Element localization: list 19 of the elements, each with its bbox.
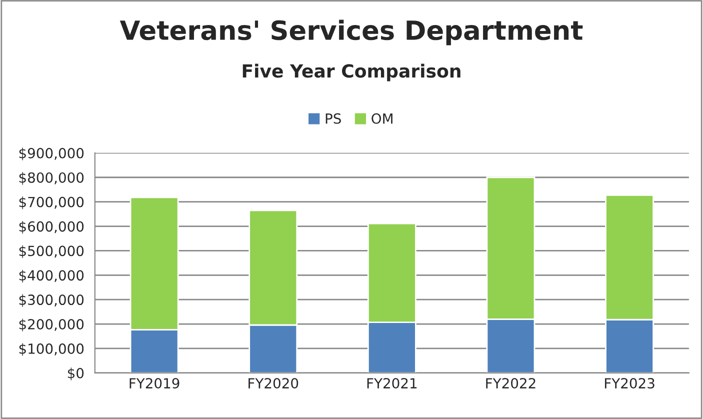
y-tick-label: $700,000 xyxy=(19,196,84,210)
y-tick-label: $500,000 xyxy=(19,245,84,258)
y-tick-label: $300,000 xyxy=(19,294,84,307)
x-tick-label: FY2022 xyxy=(486,378,536,389)
x-tick-label: FY2023 xyxy=(604,378,654,389)
legend-label: PS xyxy=(326,113,341,124)
y-tick-label: $100,000 xyxy=(19,343,84,356)
y-tick-label: $0 xyxy=(68,368,84,380)
x-tick-label: FY2021 xyxy=(367,378,417,389)
y-tick-label: $800,000 xyxy=(19,172,84,185)
chart-subtitle: Five Year Comparison xyxy=(242,64,460,82)
y-tick-label: $200,000 xyxy=(19,318,84,332)
y-tick-label: $400,000 xyxy=(19,270,84,282)
x-tick-label: FY2020 xyxy=(248,378,298,389)
y-tick-label: $900,000 xyxy=(19,148,84,160)
y-tick-label: $600,000 xyxy=(19,220,84,234)
x-tick-label: FY2019 xyxy=(130,378,180,389)
chart-title: Veterans' Services Department xyxy=(120,20,583,46)
legend-label: OM xyxy=(372,113,392,124)
